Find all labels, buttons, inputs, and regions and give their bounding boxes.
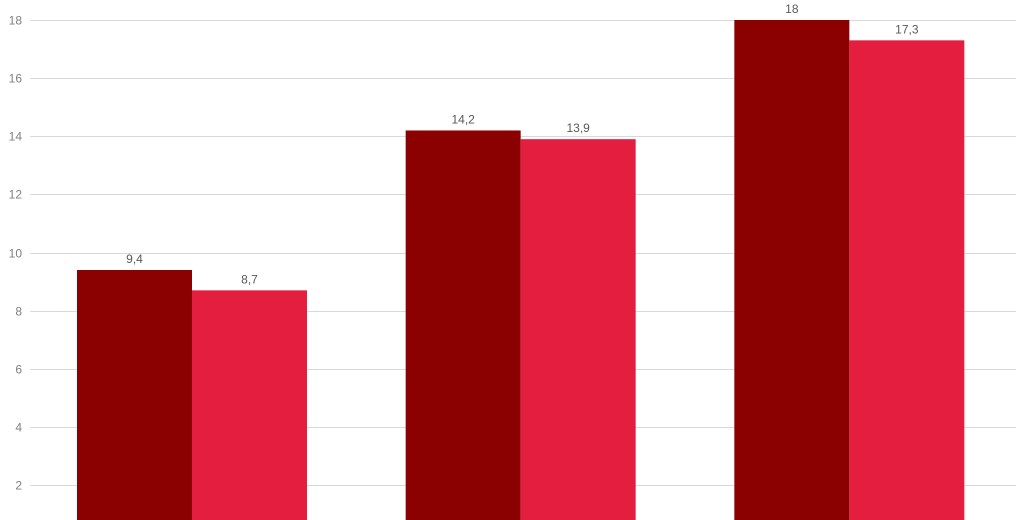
bar-series-1-group-1 [77,270,192,520]
bars [77,20,965,520]
y-tick-label: 2 [15,479,22,493]
bar-series-1-group-2 [405,130,521,520]
y-tick-label: 4 [15,421,22,435]
bar-series-2-group-3 [849,40,965,520]
y-tick-label: 18 [9,14,23,28]
data-label-series-1-group-2: 14,2 [451,112,475,126]
y-axis: 2 4 6 8 10 12 14 16 18 [9,14,23,493]
y-tick-label: 12 [9,188,23,202]
data-label-series-1-group-3: 18 [785,2,799,16]
y-tick-label: 16 [9,72,23,86]
bar-series-2-group-2 [520,139,636,520]
y-tick-label: 6 [15,363,22,377]
data-label-series-2-group-1: 8,7 [241,272,258,286]
data-labels: 9,4 8,7 14,2 13,9 18 17,3 [126,2,919,286]
y-tick-label: 14 [9,130,23,144]
bar-series-2-group-1 [192,290,307,520]
bar-series-1-group-3 [734,20,850,520]
y-tick-label: 10 [9,247,23,261]
data-label-series-2-group-2: 13,9 [566,121,590,135]
data-label-series-2-group-3: 17,3 [895,22,919,36]
y-tick-label: 8 [15,305,22,319]
data-label-series-1-group-1: 9,4 [126,252,143,266]
